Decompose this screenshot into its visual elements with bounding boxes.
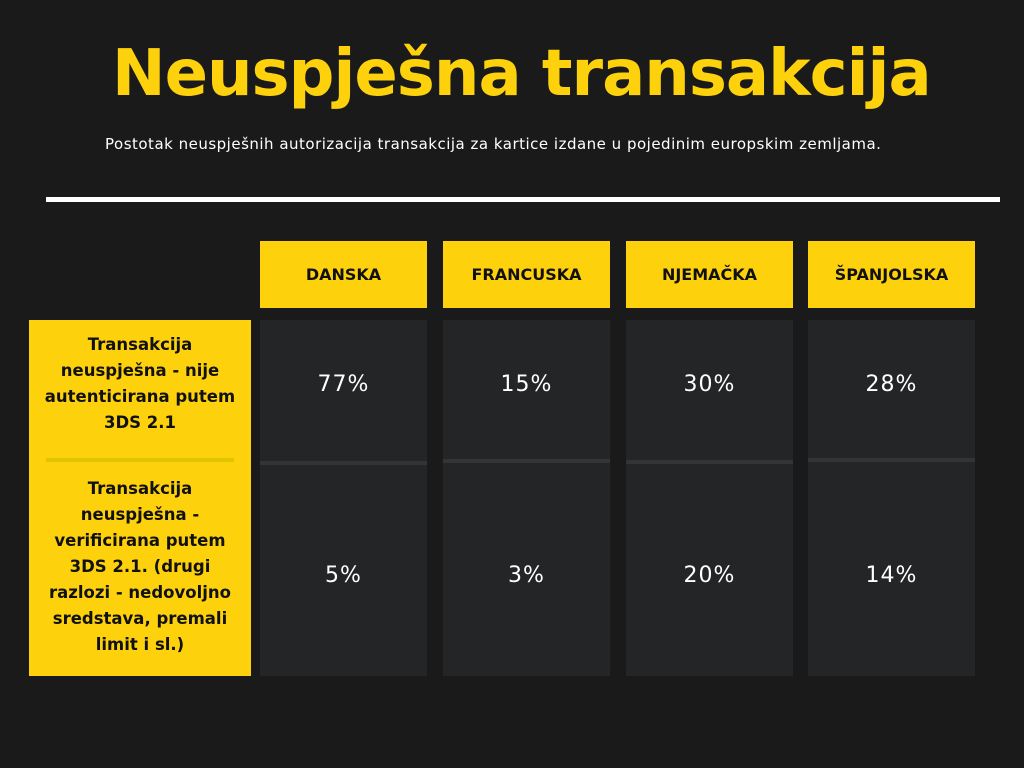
table-cell: 20% — [683, 563, 736, 588]
table-cell: 15% — [500, 372, 553, 397]
column-header-spanjolska: ŠPANJOLSKA — [808, 241, 975, 308]
table-cell: 3% — [508, 563, 545, 588]
data-column-danska: 77% 5% — [260, 320, 427, 676]
table-cell: 77% — [317, 372, 370, 397]
cell-divider — [626, 460, 793, 464]
data-column-spanjolska: 28% 14% — [808, 320, 975, 676]
table-cell: 14% — [865, 563, 918, 588]
column-header-njemacka: NJEMAČKA — [626, 241, 793, 308]
data-column-njemacka: 30% 20% — [626, 320, 793, 676]
row-header-panel: Transakcija neuspješna - nije autenticir… — [29, 320, 251, 676]
row-label-verified: Transakcija neuspješna - verificirana pu… — [48, 479, 232, 654]
table-cell: 28% — [865, 372, 918, 397]
page-title: Neuspješna transakcija — [112, 37, 932, 111]
cell-divider — [260, 461, 427, 465]
row-header-divider — [46, 458, 234, 462]
row-label-not-authenticated: Transakcija neuspješna - nije autenticir… — [44, 335, 236, 432]
title-divider — [46, 197, 1000, 202]
page-subtitle: Postotak neuspješnih autorizacija transa… — [105, 135, 882, 153]
table-cell: 5% — [325, 563, 362, 588]
cell-divider — [443, 459, 610, 463]
column-header-francuska: FRANCUSKA — [443, 241, 610, 308]
cell-divider — [808, 458, 975, 462]
column-header-danska: DANSKA — [260, 241, 427, 308]
data-column-francuska: 15% 3% — [443, 320, 610, 676]
table-cell: 30% — [683, 372, 736, 397]
